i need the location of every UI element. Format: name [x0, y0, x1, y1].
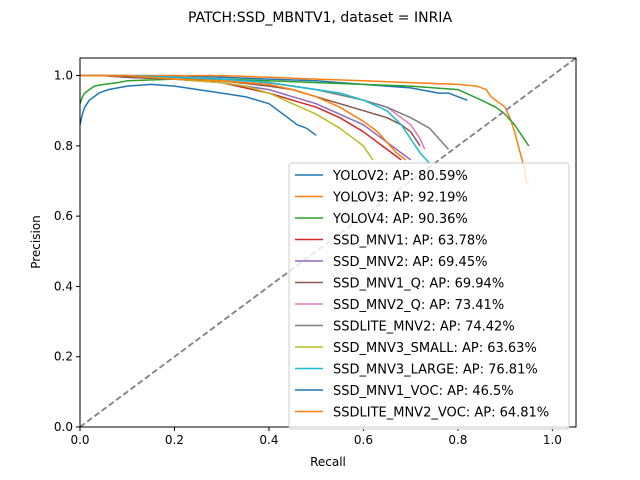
x-tick-label: 0.4 [259, 433, 278, 447]
legend-label-1: YOLOV3: AP: 92.19% [332, 191, 468, 206]
legend: YOLOV2: AP: 80.59% YOLOV3: AP: 92.19% YOLO… [288, 162, 570, 430]
y-tick-label: 0.6 [54, 209, 73, 223]
y-tick-label: 0.8 [54, 139, 73, 153]
legend-label-7: SSDLITE_MNV2: AP: 74.42% [333, 320, 515, 335]
chart-title: PATCH:SSD_MBNTV1, dataset = INRIA [188, 10, 452, 26]
legend-label-6: SSD_MNV2_Q: AP: 73.41% [333, 298, 504, 313]
legend-label-4: SSD_MNV2: AP: 69.45% [333, 255, 487, 270]
legend-box [288, 162, 570, 430]
x-tick-label: 0.2 [165, 433, 184, 447]
legend-label-10: SSD_MNV1_VOC: AP: 46.5% [333, 384, 514, 399]
legend-label-3: SSD_MNV1: AP: 63.78% [333, 234, 487, 249]
legend-label-2: YOLOV4: AP: 90.36% [332, 212, 468, 227]
series-line-2 [79, 78, 530, 147]
series-line-10 [79, 83, 317, 136]
series-line-11 [80, 74, 407, 161]
y-tick-label: 1.0 [54, 69, 73, 83]
series-layer [79, 74, 530, 185]
x-tick-label: 0.8 [448, 433, 467, 447]
x-tick-label: 0.6 [354, 433, 373, 447]
y-tick-label: 0.4 [54, 279, 73, 293]
x-tick-label: 1.0 [543, 433, 562, 447]
y-axis-label: Precision [29, 215, 43, 269]
legend-label-9: SSD_MNV3_LARGE: AP: 76.81% [333, 363, 538, 378]
legend-label-8: SSD_MNV3_SMALL: AP: 63.63% [333, 341, 537, 356]
ticks-layer: 0.0 0.2 0.4 0.6 0.8 1.0 0.0 0.2 0.4 0.6 0.8 1.0 [54, 69, 562, 447]
x-tick-label: 0.0 [70, 433, 89, 447]
legend-label-11: SSDLITE_MNV2_VOC: AP: 64.81% [333, 406, 549, 421]
legend-label-5: SSD_MNV1_Q: AP: 69.94% [333, 277, 504, 292]
legend-label-0: YOLOV2: AP: 80.59% [332, 169, 468, 184]
y-tick-label: 0.0 [54, 420, 73, 434]
y-tick-label: 0.2 [54, 350, 73, 364]
series-line-1 [80, 74, 530, 185]
x-axis-label: Recall [310, 455, 346, 469]
